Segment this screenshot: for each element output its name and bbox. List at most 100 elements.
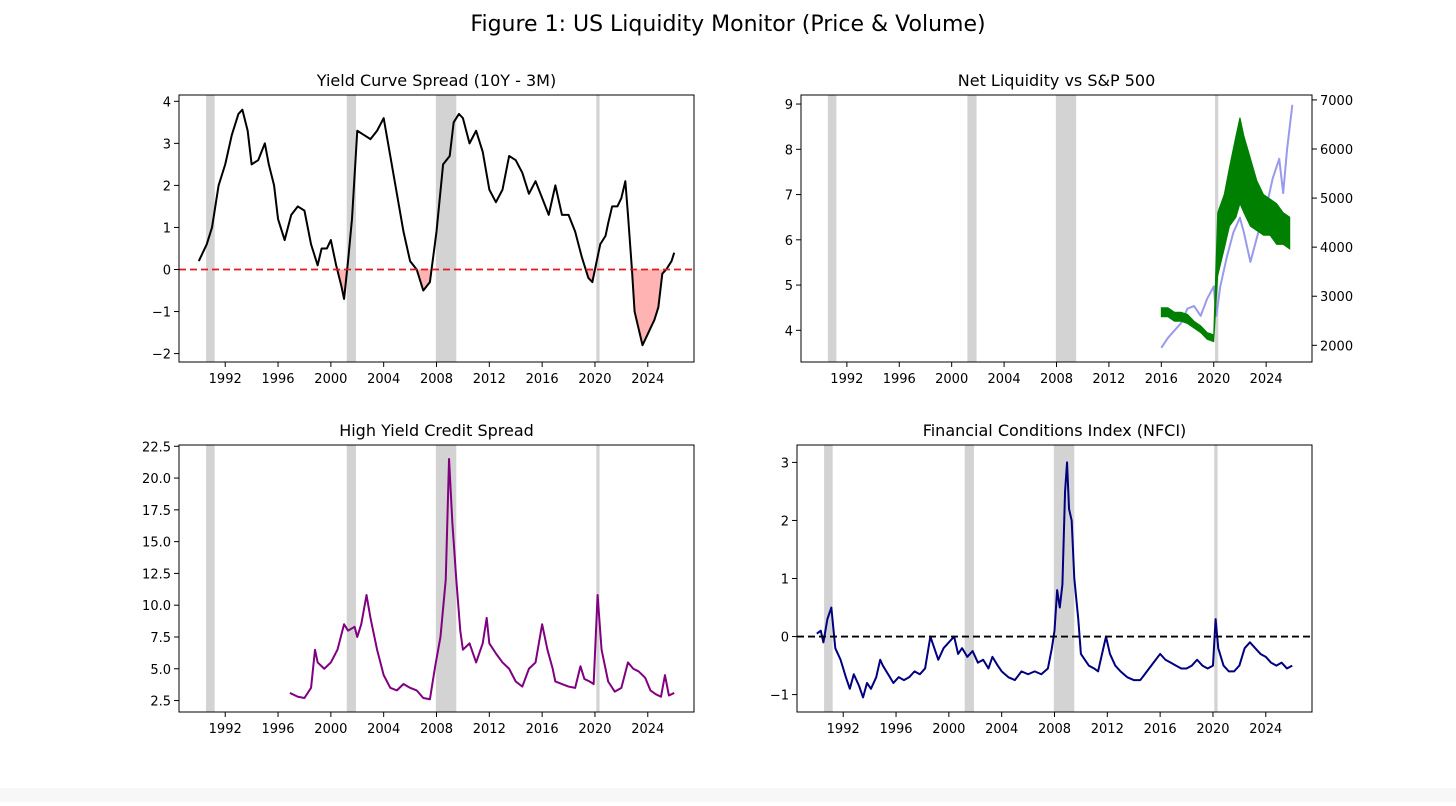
recession-band [206,445,215,712]
recession-band [827,95,837,362]
x-tick-label: 2016 [526,722,559,737]
y-tick-label: 17.5 [142,504,171,519]
recession-band [964,445,974,712]
y-tick-label: −1 [770,689,789,704]
x-tick-label: 2024 [631,722,664,737]
y-tick-label: 4 [785,324,793,339]
y-tick-label: 7.5 [150,631,171,646]
x-tick-label: 2016 [526,372,559,387]
y-tick-label: 5 [785,279,793,294]
x-tick-label: 1996 [261,722,294,737]
x-tick-label: 2012 [1091,722,1124,737]
y-tick-label: 0 [163,263,171,278]
panel-title: Net Liquidity vs S&P 500 [958,71,1156,90]
x-tick-label: 2012 [473,722,506,737]
inversion-fill [337,269,667,346]
x-tick-label: 2020 [1197,372,1230,387]
y2-tick-label: 2000 [1320,339,1353,354]
recession-band [435,95,457,362]
panel-title: Yield Curve Spread (10Y - 3M) [316,71,556,90]
y2-tick-label: 5000 [1320,192,1353,207]
panel-title: Financial Conditions Index (NFCI) [923,421,1187,440]
recession-band [967,95,977,362]
x-tick-label: 2016 [1145,372,1178,387]
y-tick-label: 5.0 [150,663,171,678]
y-tick-label: 12.5 [142,567,171,582]
x-tick-label: 2024 [1249,722,1282,737]
y2-tick-label: 3000 [1320,290,1353,305]
x-tick-label: 2020 [578,372,611,387]
x-tick-label: 2020 [1196,722,1229,737]
recession-band [346,445,356,712]
chart-panel-hy: High Yield Credit Spread 1992 1996 2000 2004… [142,421,695,737]
x-tick-label: 1996 [883,372,916,387]
y-tick-label: 15.0 [142,536,171,551]
y-tick-label: 0 [781,631,789,646]
x-tick-label: 1992 [209,722,242,737]
chart-panel-netliq: Net Liquidity vs S&P 500 1992 1996 2000 2004… [785,71,1353,387]
y-tick-label: −2 [152,348,171,363]
y-tick-label: 1 [163,221,171,236]
y-tick-label: 1 [781,573,789,588]
x-tick-label: 2008 [1040,372,1073,387]
y2-tick-label: 7000 [1320,94,1353,109]
y2-tick-label: 4000 [1320,241,1353,256]
y-tick-label: 7 [785,189,793,204]
x-tick-label: 2000 [935,372,968,387]
series-line-0 [289,457,675,701]
x-tick-label: 1992 [827,722,860,737]
x-tick-label: 2008 [420,372,453,387]
y-tick-label: 8 [785,143,793,158]
y-tick-label: 20.0 [142,472,171,487]
y-tick-label: 22.5 [142,440,171,455]
x-tick-label: 2004 [367,722,400,737]
plot-area [797,445,1312,712]
series-line-0 [1160,104,1294,349]
series-line-0 [197,108,676,347]
chart-panel-nfci: Financial Conditions Index (NFCI) 1992 199… [770,421,1313,737]
y-tick-label: 4 [163,95,171,110]
x-tick-label: 2020 [578,722,611,737]
y2-tick-label: 6000 [1320,143,1353,158]
x-tick-label: 2004 [985,722,1018,737]
x-tick-label: 2004 [988,372,1021,387]
x-tick-label: 2000 [314,722,347,737]
panel-title: High Yield Credit Spread [339,421,534,440]
recession-band [596,95,600,362]
y-tick-label: 10.0 [142,599,171,614]
y-tick-label: 2 [781,514,789,529]
x-tick-label: 1996 [879,722,912,737]
recession-band [1055,95,1077,362]
footer-band [0,788,1456,802]
x-tick-label: 2012 [1092,372,1125,387]
chart-panel-yield: Yield Curve Spread (10Y - 3M) 1992 1996 200… [152,71,695,387]
recession-band [1053,445,1075,712]
recession-band [206,95,215,362]
y-tick-label: 3 [781,456,789,471]
y-tick-label: 9 [785,98,793,113]
x-tick-label: 1996 [261,372,294,387]
recession-band [596,445,600,712]
x-tick-label: 2016 [1144,722,1177,737]
series-band-1 [1160,117,1291,343]
x-tick-label: 2000 [932,722,965,737]
x-tick-label: 2024 [631,372,664,387]
recession-band [824,445,833,712]
y-tick-label: −1 [152,306,171,321]
x-tick-label: 2012 [473,372,506,387]
y-tick-label: 2.5 [150,695,171,710]
x-tick-label: 2004 [367,372,400,387]
y-tick-label: 3 [163,137,171,152]
plot-area [179,95,694,362]
plot-area [206,445,675,712]
series-line-0 [816,461,1293,699]
y-tick-label: 6 [785,234,793,249]
x-tick-label: 2008 [1038,722,1071,737]
figure-title: Figure 1: US Liquidity Monitor (Price & … [470,12,985,37]
x-tick-label: 2008 [420,722,453,737]
x-tick-label: 2000 [314,372,347,387]
y-tick-label: 2 [163,179,171,194]
x-tick-label: 1992 [209,372,242,387]
